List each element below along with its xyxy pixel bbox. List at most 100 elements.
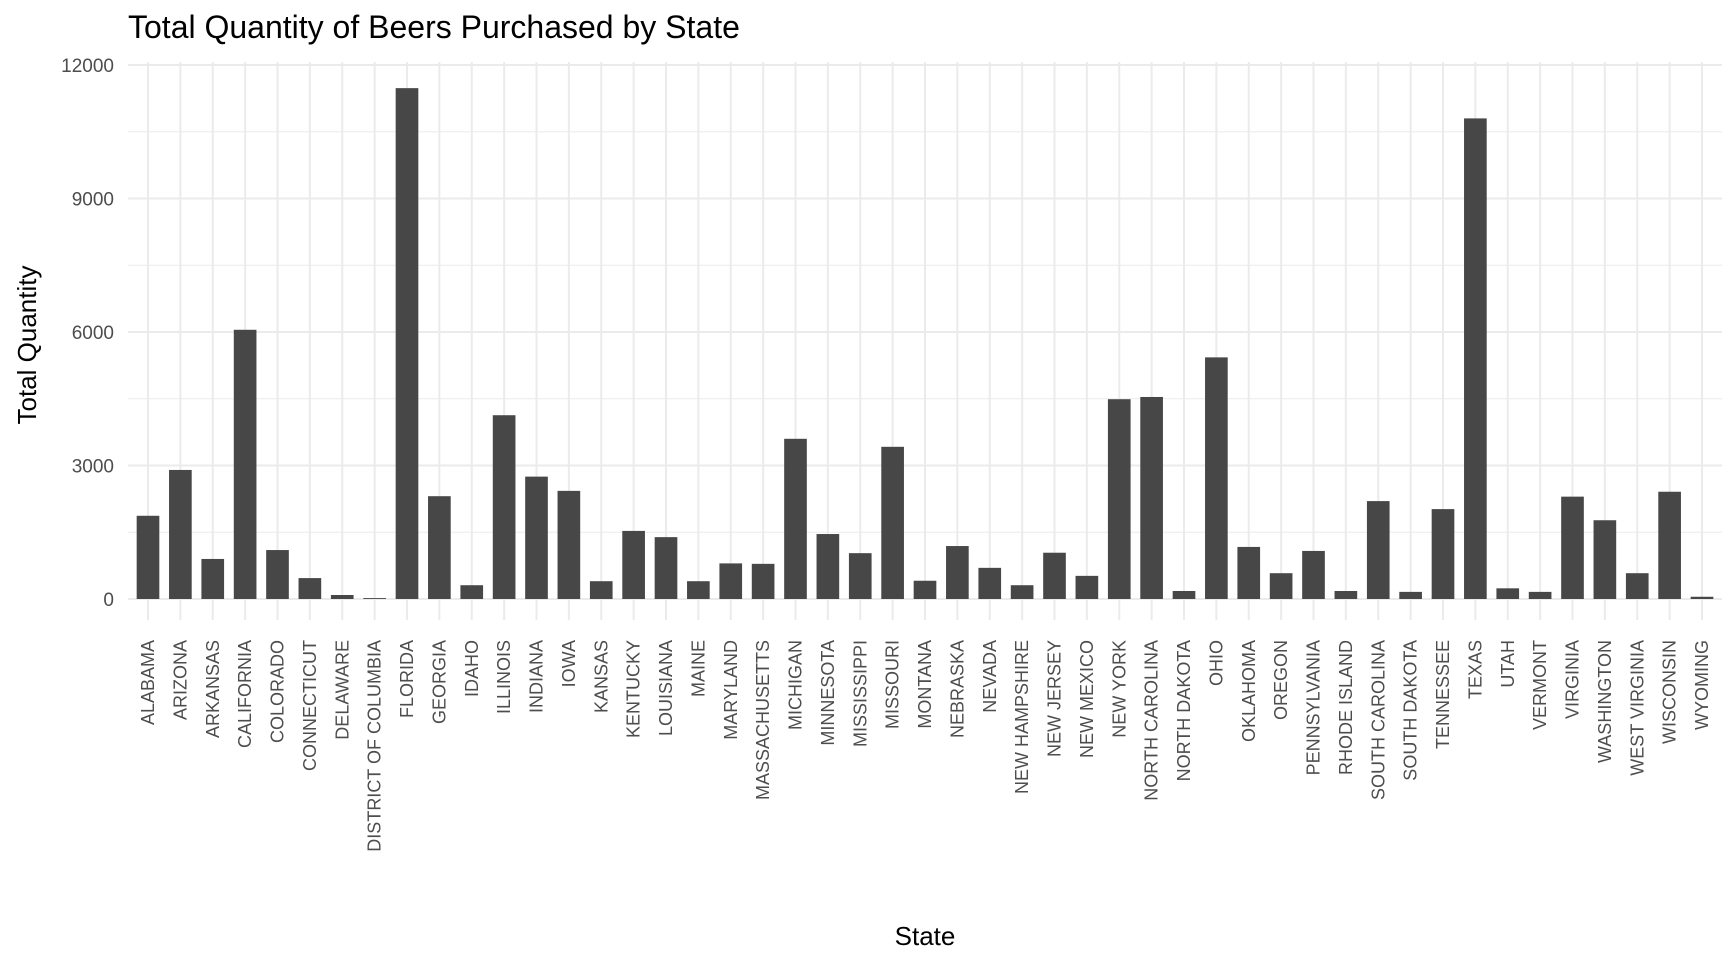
bar	[330, 595, 354, 599]
x-tick-label: CALIFORNIA	[235, 640, 255, 748]
x-tick-label: PENNSYLVANIA	[1304, 640, 1324, 775]
x-tick-label: MISSISSIPPI	[850, 640, 870, 747]
bar	[1302, 550, 1325, 599]
bar	[201, 558, 225, 599]
y-tick-label: 0	[103, 590, 114, 611]
chart-title: Total Quantity of Beers Purchased by Sta…	[128, 9, 740, 45]
x-tick-label: UTAH	[1498, 640, 1518, 688]
x-tick-label: LOUISIANA	[656, 640, 676, 736]
bar	[946, 546, 969, 599]
bar	[1399, 591, 1422, 599]
bar	[622, 530, 645, 599]
bar	[492, 415, 516, 599]
x-tick-label: OREGON	[1271, 640, 1291, 720]
bar	[1593, 520, 1617, 599]
bar	[266, 550, 289, 599]
x-tick-label: TEXAS	[1465, 640, 1485, 699]
x-tick-label: ARIZONA	[170, 640, 190, 720]
x-tick-label: WASHINGTON	[1595, 640, 1615, 763]
bar	[525, 476, 548, 600]
bar	[654, 537, 678, 599]
x-tick-label: IOWA	[559, 640, 579, 687]
y-axis-title: Total Quantity	[12, 266, 42, 425]
bar	[848, 553, 872, 599]
x-tick-label: NEBRASKA	[947, 640, 967, 738]
bar	[1172, 590, 1196, 599]
x-tick-label: MASSACHUSETTS	[753, 640, 773, 800]
bar	[816, 534, 840, 599]
x-tick-label: NEVADA	[980, 640, 1000, 713]
x-tick-label: NEW MEXICO	[1077, 640, 1097, 758]
x-tick-label: DISTRICT OF COLUMBIA	[365, 640, 385, 852]
bar	[784, 438, 807, 599]
x-axis-title: State	[895, 921, 956, 951]
bar	[136, 515, 160, 599]
x-tick-label: RHODE ISLAND	[1336, 640, 1356, 775]
x-tick-label: NEW HAMPSHIRE	[1012, 640, 1032, 794]
x-tick-label: IDAHO	[462, 640, 482, 697]
x-tick-label: VERMONT	[1530, 640, 1550, 730]
bars	[136, 88, 1714, 600]
x-tick-label: GEORGIA	[429, 640, 449, 724]
x-tick-label: NORTH DAKOTA	[1174, 640, 1194, 781]
bar	[363, 598, 386, 599]
bar	[233, 329, 257, 599]
y-tick-label: 9000	[72, 190, 114, 211]
x-tick-label: KENTUCKY	[624, 640, 644, 738]
bar	[1690, 596, 1714, 599]
x-tick-label: OKLAHOMA	[1239, 640, 1259, 742]
x-tick-label: NEW JERSEY	[1045, 640, 1065, 757]
bar	[1269, 573, 1293, 599]
x-tick-label: ALABAMA	[138, 640, 158, 725]
bar	[169, 469, 192, 599]
bar	[1107, 399, 1131, 599]
bar	[1075, 575, 1099, 599]
x-tick-label: VIRGINIA	[1563, 640, 1583, 719]
x-tick-label: MICHIGAN	[786, 640, 806, 730]
bar	[1528, 591, 1552, 599]
bar	[1625, 573, 1649, 599]
bar	[460, 585, 484, 599]
bar	[1010, 585, 1034, 599]
x-tick-label: COLORADO	[268, 640, 288, 743]
bar	[428, 496, 451, 599]
bar	[1205, 357, 1228, 599]
bar	[1334, 590, 1358, 599]
bar	[1431, 509, 1455, 599]
bar	[395, 88, 419, 599]
x-axis-ticks: ALABAMA ARIZONA ARKANSAS CALIFORNIA COLORADO…	[138, 640, 1712, 852]
x-tick-label: OHIO	[1206, 640, 1226, 686]
x-tick-label: DELAWARE	[332, 640, 352, 740]
y-tick-label: 12000	[61, 56, 114, 77]
x-tick-label: NEW YORK	[1109, 640, 1129, 738]
x-tick-label: WISCONSIN	[1660, 640, 1680, 744]
x-tick-label: KANSAS	[591, 640, 611, 713]
bar	[1561, 496, 1584, 599]
bar	[298, 578, 322, 599]
bar	[1237, 546, 1261, 599]
x-tick-label: CONNECTICUT	[300, 640, 320, 771]
bar	[881, 446, 904, 599]
y-tick-label: 3000	[72, 457, 114, 478]
bar	[1043, 552, 1066, 599]
x-tick-label: MINNESOTA	[818, 640, 838, 746]
x-tick-label: INDIANA	[527, 640, 547, 713]
y-axis-ticks: 0 3000 6000 9000 12000	[61, 56, 114, 611]
x-tick-label: ARKANSAS	[203, 640, 223, 738]
bar	[1366, 501, 1390, 599]
bar	[719, 563, 743, 599]
bar	[913, 580, 937, 599]
bar	[751, 563, 775, 599]
x-tick-label: SOUTH DAKOTA	[1401, 640, 1421, 781]
bar	[978, 567, 1002, 599]
x-tick-label: FLORIDA	[397, 640, 417, 718]
x-tick-label: SOUTH CAROLINA	[1368, 640, 1388, 800]
x-tick-label: MONTANA	[915, 640, 935, 729]
bar	[687, 581, 710, 599]
x-tick-label: MISSOURI	[883, 640, 903, 729]
x-tick-label: NORTH CAROLINA	[1142, 640, 1162, 801]
y-tick-label: 6000	[72, 323, 114, 344]
x-tick-label: ILLINOIS	[494, 640, 514, 714]
bar	[1140, 396, 1163, 599]
